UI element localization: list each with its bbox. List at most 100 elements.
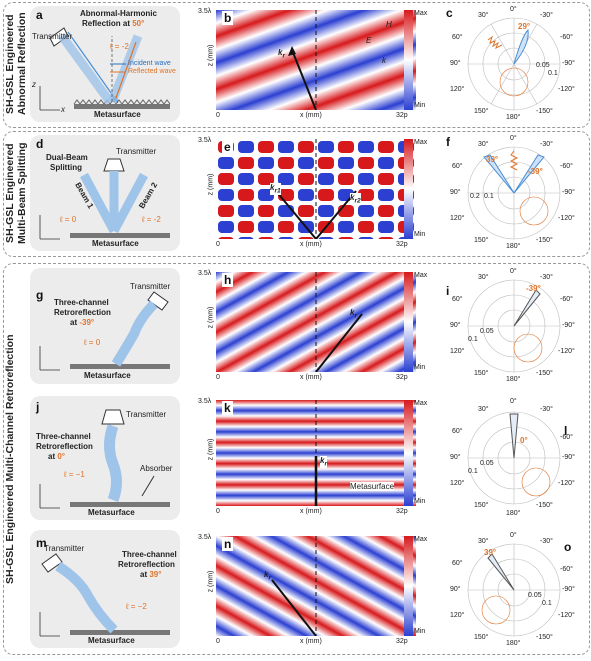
b-z-label: z (mm) — [207, 44, 215, 67]
c-angle-m150: -150° — [536, 108, 553, 115]
field-panel-h: h 3.5λ z (mm) 0 x (mm) 32p kr Max Min — [198, 268, 428, 384]
group-box-retroreflection — [3, 263, 590, 655]
panel-d-title-line1: Dual-Beam — [46, 153, 88, 162]
schematic-a-drawing — [39, 27, 171, 111]
o-angle-m120: -120° — [558, 612, 575, 619]
e-z-top: 3.5λ — [198, 137, 212, 144]
o-angle-label: 39° — [484, 548, 497, 557]
k-colorbar — [404, 400, 413, 506]
i-angle-m90: -90° — [562, 322, 575, 329]
l-tick-1: 0.05 — [480, 460, 494, 467]
c-angle-m60: -60° — [560, 34, 573, 41]
i-angle-m120: -120° — [558, 348, 575, 355]
c-angle-m30: -30° — [540, 12, 553, 19]
o-tick-1: 0.05 — [528, 592, 542, 599]
f-angle-m120: -120° — [558, 215, 575, 222]
h-z-label: z (mm) — [207, 306, 215, 329]
b-cbar-max: Max — [414, 10, 428, 17]
field-n-map — [216, 536, 416, 636]
i-angle-150: 150° — [474, 370, 489, 377]
o-tick-2: 0.1 — [542, 600, 552, 607]
panel-j-ell: ℓ = −1 — [64, 470, 85, 479]
f-angle-0: 0° — [510, 135, 517, 142]
o-angle-m30: -30° — [540, 538, 553, 545]
b-H: H — [386, 20, 392, 29]
polar-panel-i: i 0° 30° -30° 60° -60° 90° -90° 120° -12… — [444, 266, 584, 386]
l-angle-label: 0° — [520, 436, 528, 445]
panel-a-z: z — [32, 80, 36, 89]
h-cbar-max: Max — [414, 272, 428, 279]
schematic-j-drawing — [39, 409, 170, 509]
schematic-panel-g: g Three-channel Retroreflection at -39° … — [30, 268, 180, 384]
polar-f-plot — [467, 146, 561, 240]
polar-l-plot — [467, 411, 561, 505]
f-tick-2: 0.2 — [470, 193, 480, 200]
side-title-row1: SH-GSL Engineered Abnormal Reflection — [4, 12, 28, 116]
schematic-panel-d: d Dual-Beam Splitting Transmitter Beam 1… — [30, 135, 180, 251]
i-angle-m30: -30° — [540, 274, 553, 281]
group-box-abnormal-reflection — [3, 2, 590, 128]
o-angle-180: 180° — [506, 640, 521, 647]
panel-a-transmitter: Transmitter — [32, 32, 73, 41]
i-angle-label: -39° — [526, 284, 541, 293]
i-tick-2: 0.1 — [468, 336, 478, 343]
panel-label-g: g — [36, 288, 44, 302]
panel-g-title-line1: Three-channel — [54, 298, 109, 307]
panel-label-i: i — [446, 284, 450, 298]
c-angle-m90: -90° — [562, 60, 575, 67]
side-title-row2: SH-GSL Engineered Multi-Beam Splitting — [4, 142, 28, 244]
l-angle-30: 30° — [478, 406, 489, 413]
panel-a-title-line2: Reflection at 50° — [82, 19, 145, 28]
c-tick-1: 0.05 — [536, 62, 550, 69]
b-kr: kr — [278, 48, 286, 60]
f-angle-150: 150° — [474, 237, 489, 244]
schematic-g-drawing — [39, 291, 170, 371]
b-x-end: 32p — [396, 112, 408, 119]
panel-label-o: o — [564, 540, 572, 554]
field-panel-n: n 3.5λ z (mm) 0 x (mm) 32p kr Max Min — [198, 530, 427, 648]
panel-m-ell: ℓ = −2 — [126, 602, 147, 611]
panel-m-metasurface: Metasurface — [88, 636, 135, 645]
k-x0: 0 — [216, 508, 220, 515]
polar-panel-f: f 0° 30° -30° 60° -60° 90° -90° 120° -12… — [444, 133, 584, 253]
group-box-beam-splitting — [3, 131, 590, 257]
e-kr2: kr2 — [350, 193, 361, 205]
f-angle-90: 90° — [450, 189, 461, 196]
schematic-panel-j: j Transmitter Three-channel Retroreflect… — [30, 396, 180, 520]
c-angle-90: 90° — [450, 60, 461, 67]
i-angle-180: 180° — [506, 376, 521, 383]
panel-a-title-line1: Abnormal-Harmonic — [80, 9, 157, 18]
o-angle-m90: -90° — [562, 586, 575, 593]
h-x-label: x (mm) — [300, 374, 322, 381]
k-x-label: x (mm) — [300, 508, 322, 515]
panel-a-angle: 50° — [132, 19, 145, 28]
c-angle-m120: -120° — [558, 86, 575, 93]
panel-label-h: h — [222, 273, 234, 287]
panel-j-title-line1: Three-channel — [36, 432, 91, 441]
f-angle-180: 180° — [506, 243, 521, 250]
polar-panel-l: l 0° 30° -30° 60° -60° 90° -90° 120° -12… — [444, 396, 584, 520]
b-x0: 0 — [216, 112, 220, 119]
c-angle-label: 29° — [518, 22, 531, 31]
schematic-panel-a: a Abnormal-Harmonic Reflection at 50° Tr… — [30, 6, 180, 122]
c-angle-120: 120° — [450, 86, 465, 93]
o-angle-m60: -60° — [560, 566, 573, 573]
panel-label-k: k — [222, 401, 233, 415]
c-angle-180: 180° — [506, 114, 521, 121]
f-angle-120: 120° — [450, 215, 465, 222]
panel-g-transmitter: Transmitter — [130, 282, 171, 291]
panel-label-n: n — [222, 537, 234, 551]
field-b-map — [216, 10, 416, 110]
panel-a-ell: ℓ = -2 — [110, 42, 129, 51]
b-cbar-min: Min — [414, 102, 426, 109]
b-z-top: 3.5λ — [198, 8, 212, 15]
panel-j-transmitter: Transmitter — [126, 410, 167, 419]
f-angle-m150: -150° — [536, 237, 553, 244]
n-x-label: x (mm) — [300, 638, 322, 645]
side-title-rows3to5: SH-GSL Engineered Multi-Channel Retroref… — [4, 334, 16, 584]
l-angle-0: 0° — [510, 398, 517, 405]
f-tick-1: 0.1 — [484, 193, 494, 200]
panel-m-angle: 39° — [149, 570, 162, 579]
l-tick-2: 0.1 — [468, 468, 478, 475]
panel-j-title-line3: at 0° — [48, 452, 65, 461]
